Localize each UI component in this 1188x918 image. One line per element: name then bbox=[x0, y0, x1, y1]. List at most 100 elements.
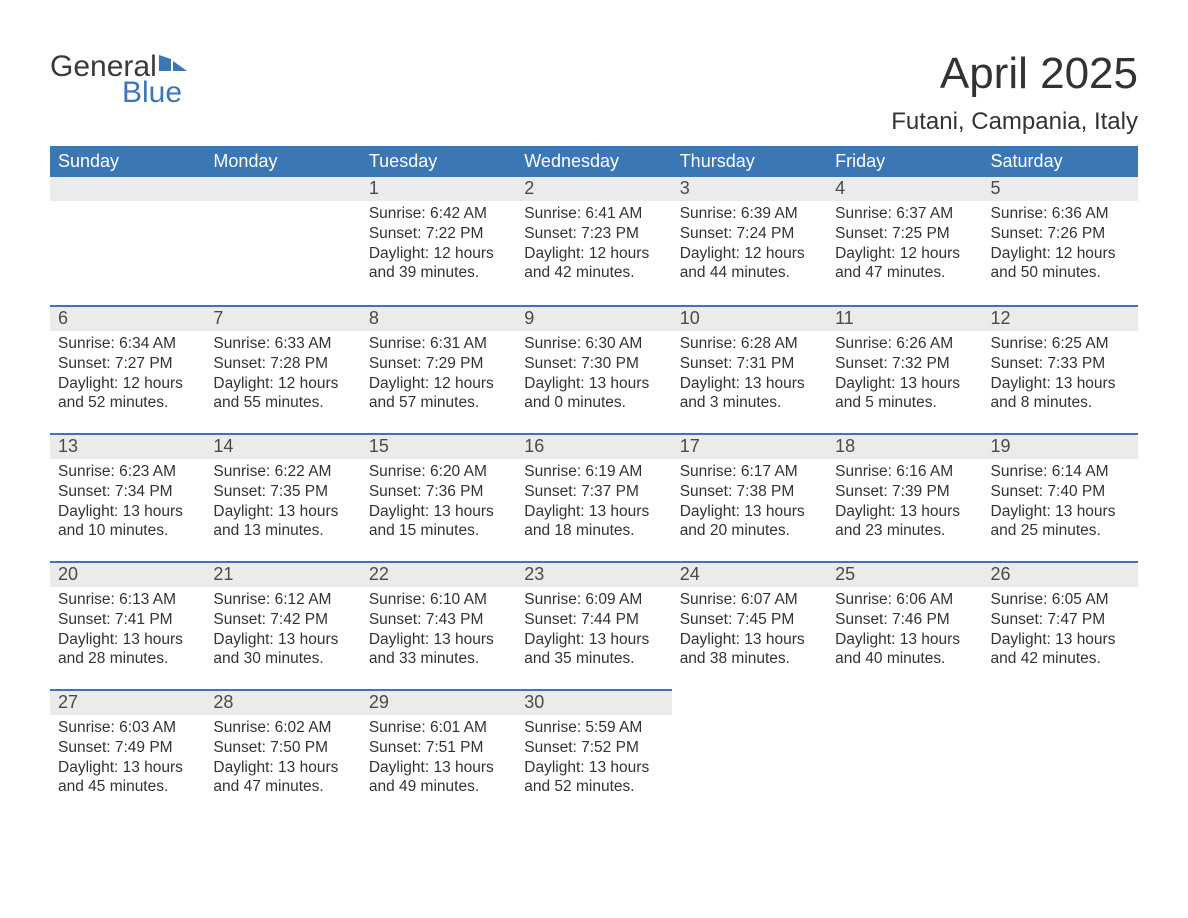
sunrise-line: Sunrise: 6:01 AM bbox=[369, 718, 508, 738]
day-cell: 10Sunrise: 6:28 AMSunset: 7:31 PMDayligh… bbox=[672, 305, 827, 433]
day-number: 19 bbox=[983, 433, 1138, 459]
daylight-line: Daylight: 13 hours and 15 minutes. bbox=[369, 502, 508, 541]
sunrise-line: Sunrise: 6:23 AM bbox=[58, 462, 197, 482]
sunrise-line: Sunrise: 6:17 AM bbox=[680, 462, 819, 482]
sunrise-line: Sunrise: 6:12 AM bbox=[213, 590, 352, 610]
sunrise-line: Sunrise: 5:59 AM bbox=[524, 718, 663, 738]
weekday-header: Saturday bbox=[983, 146, 1138, 177]
daylight-line: Daylight: 13 hours and 49 minutes. bbox=[369, 758, 508, 797]
day-details: Sunrise: 6:33 AMSunset: 7:28 PMDaylight:… bbox=[205, 331, 360, 419]
daylight-line: Daylight: 13 hours and 38 minutes. bbox=[680, 630, 819, 669]
day-number: 7 bbox=[205, 305, 360, 331]
week-row: 20Sunrise: 6:13 AMSunset: 7:41 PMDayligh… bbox=[50, 561, 1138, 689]
day-number: 10 bbox=[672, 305, 827, 331]
location: Futani, Campania, Italy bbox=[891, 108, 1138, 136]
daylight-line: Daylight: 13 hours and 42 minutes. bbox=[991, 630, 1130, 669]
daylight-line: Daylight: 12 hours and 39 minutes. bbox=[369, 244, 508, 283]
day-number: 2 bbox=[516, 177, 671, 201]
sunset-line: Sunset: 7:37 PM bbox=[524, 482, 663, 502]
week-row: 13Sunrise: 6:23 AMSunset: 7:34 PMDayligh… bbox=[50, 433, 1138, 561]
sunset-line: Sunset: 7:44 PM bbox=[524, 610, 663, 630]
day-cell bbox=[205, 177, 360, 305]
daylight-line: Daylight: 12 hours and 57 minutes. bbox=[369, 374, 508, 413]
daylight-line: Daylight: 13 hours and 45 minutes. bbox=[58, 758, 197, 797]
day-cell: 29 Sunrise: 6:01 AMSunset: 7:51 PMDayligh… bbox=[361, 689, 516, 817]
sunset-line: Sunset: 7:29 PM bbox=[369, 354, 508, 374]
day-cell: 25Sunrise: 6:06 AMSunset: 7:46 PMDayligh… bbox=[827, 561, 982, 689]
sunset-line: Sunset: 7:45 PM bbox=[680, 610, 819, 630]
calendar-table: SundayMondayTuesdayWednesdayThursdayFrid… bbox=[50, 146, 1138, 817]
day-cell: 12Sunrise: 6:25 AMSunset: 7:33 PMDayligh… bbox=[983, 305, 1138, 433]
sunset-line: Sunset: 7:30 PM bbox=[524, 354, 663, 374]
day-number: 6 bbox=[50, 305, 205, 331]
day-cell bbox=[672, 689, 827, 817]
sunrise-line: Sunrise: 6:16 AM bbox=[835, 462, 974, 482]
header: General Blue April 2025 Futani, Campania… bbox=[50, 50, 1138, 136]
sunrise-line: Sunrise: 6:30 AM bbox=[524, 334, 663, 354]
day-number-empty bbox=[50, 177, 205, 201]
day-cell: 23Sunrise: 6:09 AMSunset: 7:44 PMDayligh… bbox=[516, 561, 671, 689]
day-cell: 18Sunrise: 6:16 AMSunset: 7:39 PMDayligh… bbox=[827, 433, 982, 561]
day-number: 18 bbox=[827, 433, 982, 459]
day-cell: 30Sunrise: 5:59 AMSunset: 7:52 PMDayligh… bbox=[516, 689, 671, 817]
day-details: Sunrise: 6:17 AMSunset: 7:38 PMDaylight:… bbox=[672, 459, 827, 547]
day-cell: 20Sunrise: 6:13 AMSunset: 7:41 PMDayligh… bbox=[50, 561, 205, 689]
sunrise-line: Sunrise: 6:10 AM bbox=[369, 590, 508, 610]
sunset-line: Sunset: 7:51 PM bbox=[369, 738, 508, 758]
day-cell: 26Sunrise: 6:05 AMSunset: 7:47 PMDayligh… bbox=[983, 561, 1138, 689]
day-number: 14 bbox=[205, 433, 360, 459]
sunrise-line: Sunrise: 6:09 AM bbox=[524, 590, 663, 610]
day-cell: 8Sunrise: 6:31 AMSunset: 7:29 PMDaylight… bbox=[361, 305, 516, 433]
sunset-line: Sunset: 7:34 PM bbox=[58, 482, 197, 502]
day-number: 29 bbox=[361, 689, 516, 715]
daylight-line: Daylight: 13 hours and 5 minutes. bbox=[835, 374, 974, 413]
sunset-line: Sunset: 7:47 PM bbox=[991, 610, 1130, 630]
sunrise-line: Sunrise: 6:19 AM bbox=[524, 462, 663, 482]
day-cell: 7Sunrise: 6:33 AMSunset: 7:28 PMDaylight… bbox=[205, 305, 360, 433]
sunset-line: Sunset: 7:50 PM bbox=[213, 738, 352, 758]
day-details: Sunrise: 6:06 AMSunset: 7:46 PMDaylight:… bbox=[827, 587, 982, 675]
sunset-line: Sunset: 7:49 PM bbox=[58, 738, 197, 758]
day-number: 20 bbox=[50, 561, 205, 587]
weekday-header: Tuesday bbox=[361, 146, 516, 177]
day-details: Sunrise: 6:22 AMSunset: 7:35 PMDaylight:… bbox=[205, 459, 360, 547]
daylight-line: Daylight: 13 hours and 28 minutes. bbox=[58, 630, 197, 669]
day-cell: 15Sunrise: 6:20 AMSunset: 7:36 PMDayligh… bbox=[361, 433, 516, 561]
daylight-line: Daylight: 13 hours and 25 minutes. bbox=[991, 502, 1130, 541]
sunset-line: Sunset: 7:36 PM bbox=[369, 482, 508, 502]
daylight-line: Daylight: 13 hours and 13 minutes. bbox=[213, 502, 352, 541]
day-cell: 6Sunrise: 6:34 AMSunset: 7:27 PMDaylight… bbox=[50, 305, 205, 433]
daylight-line: Daylight: 13 hours and 18 minutes. bbox=[524, 502, 663, 541]
day-details: Sunrise: 6:10 AMSunset: 7:43 PMDaylight:… bbox=[361, 587, 516, 675]
daylight-line: Daylight: 13 hours and 52 minutes. bbox=[524, 758, 663, 797]
day-cell: 2Sunrise: 6:41 AMSunset: 7:23 PMDaylight… bbox=[516, 177, 671, 305]
day-number: 17 bbox=[672, 433, 827, 459]
sunrise-line: Sunrise: 6:07 AM bbox=[680, 590, 819, 610]
sunset-line: Sunset: 7:42 PM bbox=[213, 610, 352, 630]
day-number: 9 bbox=[516, 305, 671, 331]
day-details: Sunrise: 6:41 AMSunset: 7:23 PMDaylight:… bbox=[516, 201, 671, 289]
day-cell: 13Sunrise: 6:23 AMSunset: 7:34 PMDayligh… bbox=[50, 433, 205, 561]
day-cell: 1Sunrise: 6:42 AMSunset: 7:22 PMDaylight… bbox=[361, 177, 516, 305]
sunset-line: Sunset: 7:46 PM bbox=[835, 610, 974, 630]
day-details: Sunrise: 6:19 AMSunset: 7:37 PMDaylight:… bbox=[516, 459, 671, 547]
daylight-line: Daylight: 13 hours and 40 minutes. bbox=[835, 630, 974, 669]
day-cell: 27Sunrise: 6:03 AMSunset: 7:49 PMDayligh… bbox=[50, 689, 205, 817]
day-cell: 19Sunrise: 6:14 AMSunset: 7:40 PMDayligh… bbox=[983, 433, 1138, 561]
sunset-line: Sunset: 7:31 PM bbox=[680, 354, 819, 374]
day-number-empty bbox=[205, 177, 360, 201]
logo: General Blue bbox=[50, 50, 189, 110]
day-cell: 14Sunrise: 6:22 AMSunset: 7:35 PMDayligh… bbox=[205, 433, 360, 561]
day-number: 8 bbox=[361, 305, 516, 331]
day-cell: 11Sunrise: 6:26 AMSunset: 7:32 PMDayligh… bbox=[827, 305, 982, 433]
daylight-line: Daylight: 13 hours and 3 minutes. bbox=[680, 374, 819, 413]
daylight-line: Daylight: 13 hours and 10 minutes. bbox=[58, 502, 197, 541]
day-cell bbox=[983, 689, 1138, 817]
weekday-header: Wednesday bbox=[516, 146, 671, 177]
day-number: 1 bbox=[361, 177, 516, 201]
daylight-line: Daylight: 13 hours and 0 minutes. bbox=[524, 374, 663, 413]
week-row: 1Sunrise: 6:42 AMSunset: 7:22 PMDaylight… bbox=[50, 177, 1138, 305]
sunrise-line: Sunrise: 6:33 AM bbox=[213, 334, 352, 354]
sunrise-line: Sunrise: 6:25 AM bbox=[991, 334, 1130, 354]
daylight-line: Daylight: 13 hours and 20 minutes. bbox=[680, 502, 819, 541]
